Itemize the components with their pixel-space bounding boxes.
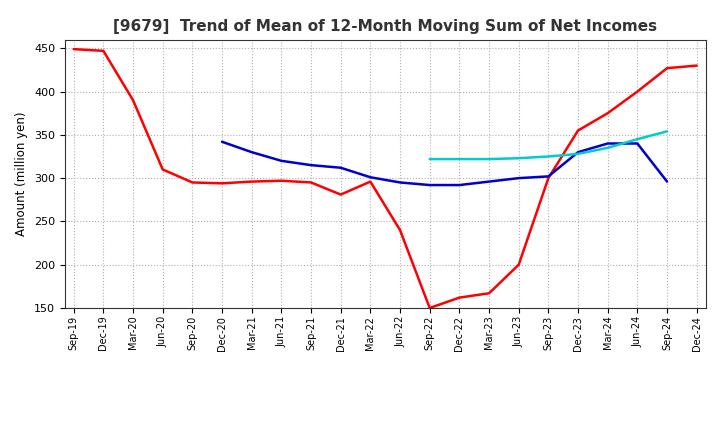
Line: 3 Years: 3 Years	[73, 49, 697, 308]
5 Years	[307, 162, 315, 168]
Y-axis label: Amount (million yen): Amount (million yen)	[15, 112, 28, 236]
Title: [9679]  Trend of Mean of 12-Month Moving Sum of Net Incomes: [9679] Trend of Mean of 12-Month Moving …	[113, 19, 657, 34]
3 Years	[455, 295, 464, 300]
3 Years	[396, 227, 405, 233]
3 Years	[188, 180, 197, 185]
7 Years	[603, 145, 612, 150]
5 Years	[336, 165, 345, 170]
3 Years	[426, 305, 434, 311]
7 Years	[574, 151, 582, 157]
5 Years	[396, 180, 405, 185]
5 Years	[426, 183, 434, 188]
3 Years	[307, 180, 315, 185]
3 Years	[603, 110, 612, 116]
7 Years	[544, 154, 553, 159]
5 Years	[544, 174, 553, 179]
5 Years	[514, 176, 523, 181]
3 Years	[514, 262, 523, 268]
7 Years	[514, 156, 523, 161]
5 Years	[217, 139, 226, 144]
5 Years	[455, 183, 464, 188]
3 Years	[544, 176, 553, 181]
3 Years	[485, 291, 493, 296]
5 Years	[366, 175, 374, 180]
3 Years	[69, 47, 78, 52]
7 Years	[662, 129, 671, 134]
3 Years	[277, 178, 286, 183]
5 Years	[662, 179, 671, 184]
5 Years	[277, 158, 286, 163]
7 Years	[633, 136, 642, 142]
3 Years	[336, 192, 345, 197]
Line: 7 Years: 7 Years	[430, 132, 667, 159]
3 Years	[99, 48, 108, 54]
5 Years	[633, 141, 642, 146]
3 Years	[217, 181, 226, 186]
Line: 5 Years: 5 Years	[222, 142, 667, 185]
3 Years	[693, 63, 701, 68]
5 Years	[485, 179, 493, 184]
3 Years	[248, 179, 256, 184]
3 Years	[662, 66, 671, 71]
3 Years	[158, 167, 167, 172]
3 Years	[366, 179, 374, 184]
3 Years	[633, 89, 642, 94]
7 Years	[485, 157, 493, 162]
7 Years	[426, 157, 434, 162]
5 Years	[574, 150, 582, 155]
3 Years	[574, 128, 582, 133]
5 Years	[248, 150, 256, 155]
5 Years	[603, 141, 612, 146]
3 Years	[129, 98, 138, 103]
7 Years	[455, 157, 464, 162]
